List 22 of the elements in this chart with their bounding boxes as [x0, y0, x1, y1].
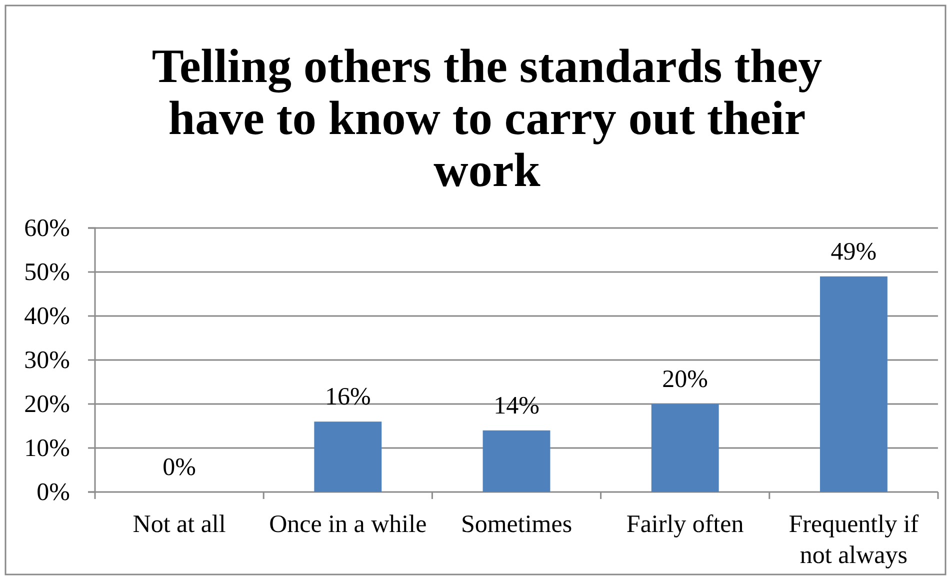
chart-title: Telling others the standards they have to know to carry out their work	[152, 40, 822, 197]
x-tick-label: Once in a while	[269, 511, 427, 538]
bar	[651, 404, 719, 492]
data-label: 14%	[494, 392, 540, 420]
bar	[482, 430, 550, 492]
bar	[820, 276, 888, 492]
y-tick-label: 30%	[24, 347, 70, 374]
y-tick-label: 20%	[24, 391, 70, 418]
x-tick-label: Frequently if not always	[788, 511, 920, 569]
data-label: 49%	[830, 238, 877, 266]
x-tick-label: Fairly often	[626, 511, 744, 538]
data-label: 20%	[662, 366, 708, 393]
data-label: 16%	[324, 384, 371, 411]
y-tick-label: 50%	[24, 259, 70, 286]
x-tick-label: Not at all	[132, 511, 226, 538]
y-tick-label: 60%	[24, 215, 70, 242]
bar	[314, 422, 382, 492]
y-tick-label: 40%	[24, 303, 70, 330]
y-tick-label: 0%	[36, 479, 70, 506]
y-tick-label: 10%	[24, 435, 70, 462]
x-tick-label: Sometimes	[460, 511, 572, 538]
data-label: 0%	[162, 454, 196, 481]
